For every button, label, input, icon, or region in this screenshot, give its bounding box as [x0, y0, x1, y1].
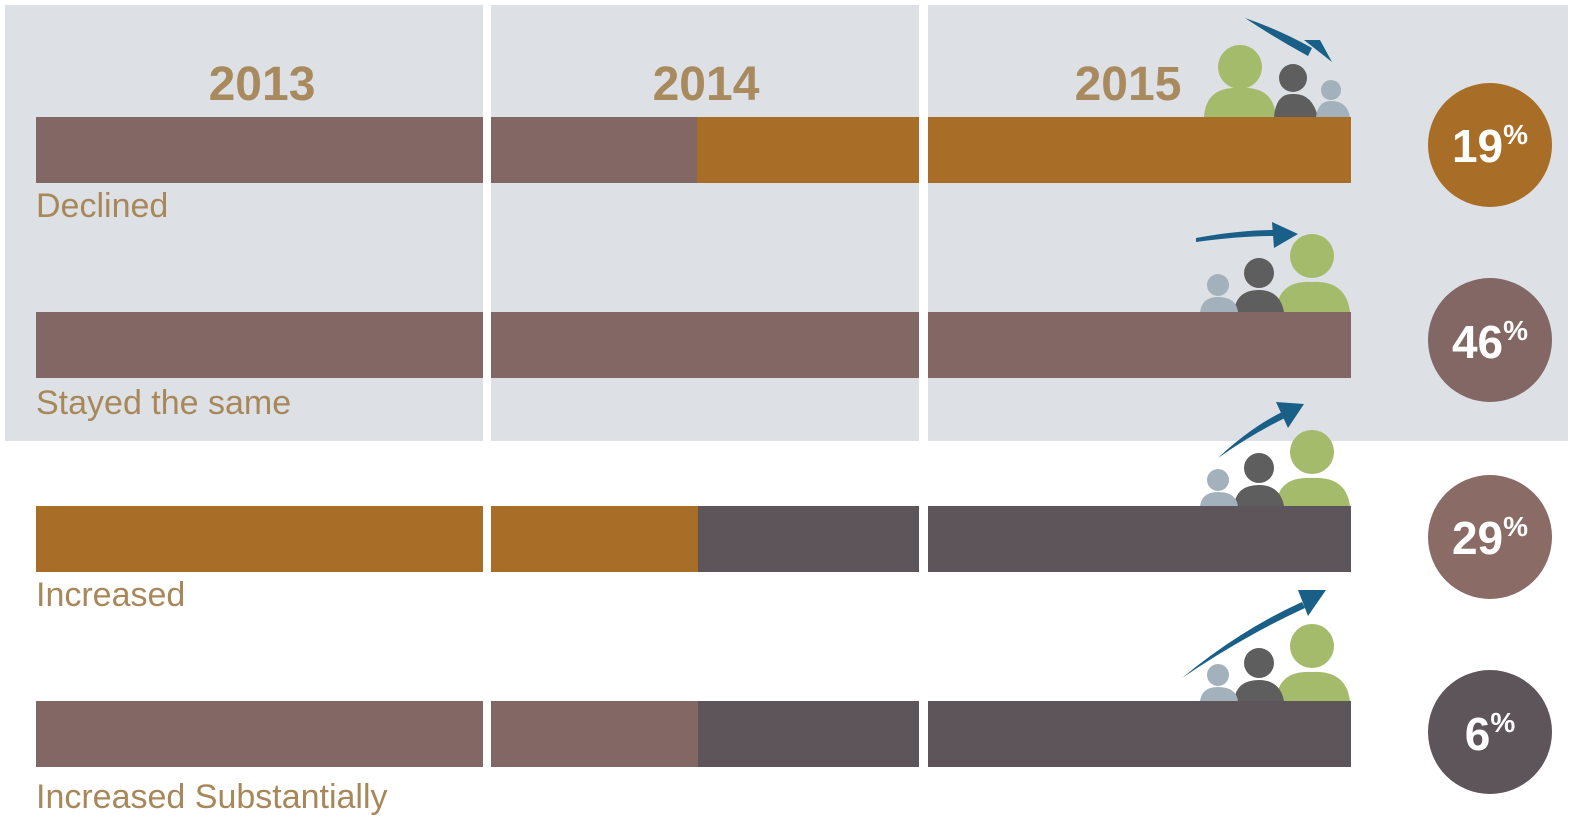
percent-circle	[1428, 83, 1552, 207]
percent-unit: %	[1490, 707, 1515, 738]
bar-row	[36, 312, 1351, 378]
percent-circle	[1428, 475, 1552, 599]
people-icon	[1200, 402, 1350, 506]
percent-circle	[1428, 670, 1552, 794]
percent-value: 46	[1452, 316, 1503, 368]
people-icon	[1182, 590, 1350, 701]
percent-label: 46%	[1452, 315, 1528, 368]
percent-label: 19%	[1452, 119, 1528, 172]
column-gap	[919, 5, 928, 805]
column-gap	[483, 5, 491, 805]
percent-circle	[1428, 278, 1552, 402]
percent-unit: %	[1503, 119, 1528, 150]
year-label: 2013	[209, 58, 316, 111]
bar-row	[36, 506, 1351, 572]
row-label: Declined	[36, 187, 168, 225]
row-label: Increased	[36, 576, 185, 614]
year-label: 2014	[653, 58, 760, 111]
percent-value: 6	[1465, 708, 1491, 760]
people-icon	[1204, 18, 1350, 117]
bar-row	[36, 117, 1351, 183]
row-label: Stayed the same	[36, 384, 291, 422]
percent-label: 29%	[1452, 511, 1528, 564]
percent-value: 29	[1452, 512, 1503, 564]
bar-row	[36, 701, 1351, 767]
year-label: 2015	[1075, 58, 1182, 111]
percent-label: 6%	[1465, 707, 1516, 760]
row-label: Increased Substantially	[36, 778, 388, 816]
percent-unit: %	[1503, 315, 1528, 346]
percent-value: 19	[1452, 120, 1503, 172]
percent-unit: %	[1503, 511, 1528, 542]
people-icon	[1196, 222, 1350, 312]
